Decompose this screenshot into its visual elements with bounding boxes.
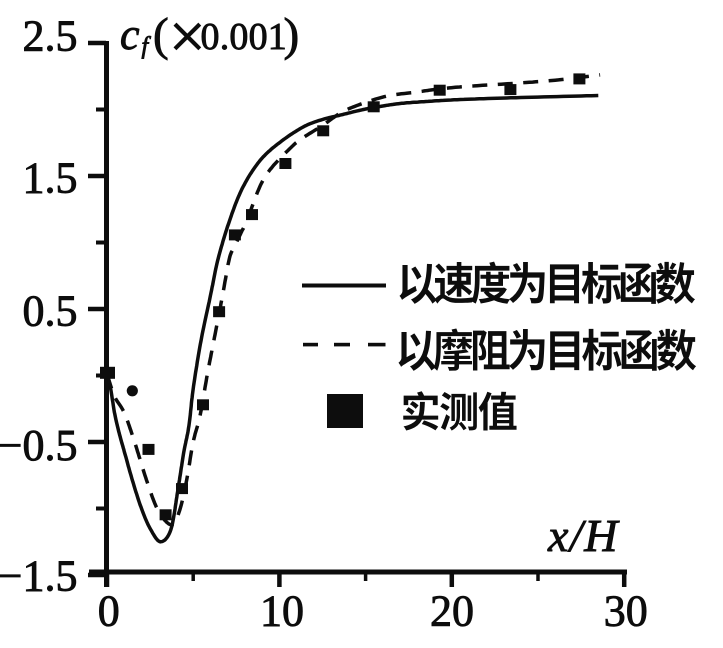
svg-text:2.5: 2.5 [23,12,78,61]
svg-text:x/H: x/H [547,510,620,561]
svg-text:c: c [120,10,140,59]
svg-text:20: 20 [430,587,474,636]
svg-text:−0.5: −0.5 [0,421,78,470]
svg-text:0.5: 0.5 [23,286,78,335]
svg-text:0: 0 [98,587,120,636]
svg-text:−1.5: −1.5 [0,552,78,601]
svg-text:×: × [169,1,206,73]
svg-text:f: f [142,34,152,60]
svg-text:(: ( [153,9,169,61]
svg-text:0.001: 0.001 [201,16,288,58]
svg-text:10: 10 [260,587,304,636]
svg-text:30: 30 [604,587,648,636]
svg-text:): ) [284,9,300,61]
svg-text:1.5: 1.5 [23,154,78,203]
